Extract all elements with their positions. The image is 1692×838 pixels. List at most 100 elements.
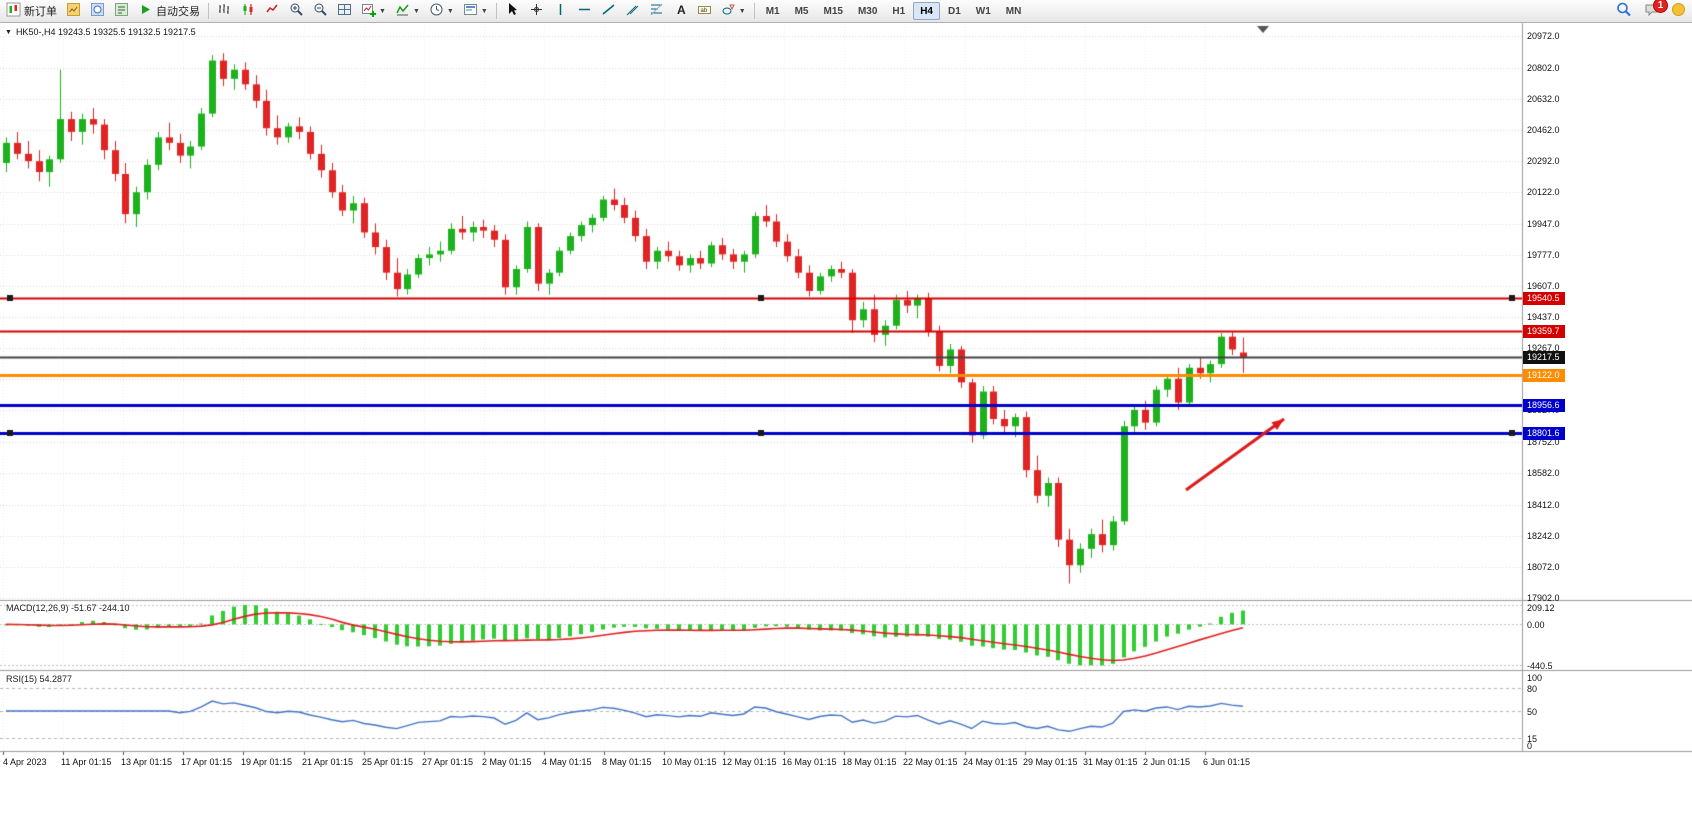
indicators-button[interactable]: ▼ <box>391 1 424 21</box>
shapes-tool-button[interactable]: ▼ <box>717 1 750 21</box>
community-button[interactable] <box>1667 1 1690 21</box>
chevron-down-icon: ▼ <box>738 7 746 15</box>
price-axis-label: 18752.0 <box>1527 437 1560 447</box>
shapes-icon <box>721 2 736 20</box>
time-axis-label: 21 Apr 01:15 <box>302 757 354 767</box>
time-axis-label: 13 Apr 01:15 <box>121 757 173 767</box>
macd-scale-label: 0.00 <box>1527 620 1545 631</box>
timeframe-button-m15[interactable]: M15 <box>823 5 843 17</box>
zoom-out-icon <box>313 2 328 20</box>
bar-chart-icon <box>217 2 232 20</box>
template-button[interactable]: ▼ <box>459 1 492 21</box>
chevron-down-icon: ▼ <box>379 7 386 15</box>
price-tag-19122.0: 19122.0 <box>1523 369 1565 382</box>
one-click-collapse-icon[interactable]: ▼ <box>5 28 12 36</box>
time-axis-label: 24 May 01:15 <box>963 757 1018 767</box>
timeframe-button-h1[interactable]: H1 <box>892 5 906 17</box>
timeframe-button-mn[interactable]: MN <box>1005 5 1022 17</box>
price-tag-19540.5: 19540.5 <box>1523 292 1565 305</box>
line-chart-icon <box>265 2 280 20</box>
chevron-down-icon: ▼ <box>412 7 420 15</box>
channel-icon <box>625 2 640 20</box>
tile-windows-icon <box>337 2 352 20</box>
cursor-tool-button[interactable] <box>501 1 524 21</box>
crosshair-tool-button[interactable] <box>525 1 548 21</box>
price-tag-18801.6: 18801.6 <box>1523 427 1565 440</box>
auto-trading-button[interactable]: 自动交易 <box>134 1 204 21</box>
chevron-down-icon: ▼ <box>480 7 488 15</box>
tile-windows-button[interactable] <box>333 1 356 21</box>
macd-label: MACD(12,26,9) -51.67 -244.10 <box>6 603 130 613</box>
auto-trading-play-icon <box>138 2 153 20</box>
terminal-button[interactable] <box>110 1 133 21</box>
candlestick-chart-icon <box>241 2 256 20</box>
price-axis-label: 20462.0 <box>1527 125 1560 135</box>
search-button[interactable] <box>1612 1 1636 21</box>
clock-icon <box>429 2 444 20</box>
cursor-icon <box>505 2 520 20</box>
bar-chart-button[interactable] <box>213 1 236 21</box>
vertical-line-tool-button[interactable] <box>549 1 572 21</box>
label-icon: ab <box>697 2 712 20</box>
price-tag-19359.7: 19359.7 <box>1523 325 1565 338</box>
price-axis-label: 19267.0 <box>1527 343 1560 353</box>
timeframe-group: M1 M5 M15 M30 H1 H4 D1 W1 MN <box>759 2 1029 20</box>
rsi-scale-label: 15 <box>1527 734 1538 745</box>
toolbar-separator <box>208 3 209 19</box>
timeframe-button-d1[interactable]: D1 <box>948 5 961 17</box>
time-axis-label: 16 May 01:15 <box>782 757 837 767</box>
horizontal-line-tool-button[interactable] <box>573 1 596 21</box>
channel-tool-button[interactable] <box>621 1 644 21</box>
text-tool-button[interactable]: A <box>669 1 692 21</box>
time-axis-label: 2 Jun 01:15 <box>1143 757 1191 767</box>
zoom-out-button[interactable] <box>309 1 332 21</box>
time-axis-label: 6 Jun 01:15 <box>1203 757 1251 767</box>
rsi-scale-label: 0 <box>1527 741 1533 751</box>
timeframe-button-m1[interactable]: M1 <box>765 5 780 17</box>
price-axis-label: 18412.0 <box>1527 500 1560 510</box>
main-toolbar: 新订单 自动交易 <box>0 0 1692 23</box>
svg-text:ab: ab <box>700 8 707 14</box>
toolbar-separator <box>753 3 755 19</box>
price-axis-label: 20292.0 <box>1527 156 1560 166</box>
new-order-label: 新订单 <box>24 6 57 18</box>
timeframe-button-m5[interactable]: M5 <box>794 5 809 17</box>
indicators-icon <box>395 2 410 20</box>
terminal-icon <box>114 2 129 20</box>
fibonacci-tool-button[interactable] <box>645 1 668 21</box>
timeframe-button-m30[interactable]: M30 <box>857 5 878 17</box>
trendline-tool-button[interactable] <box>597 1 620 21</box>
time-axis-label: 17 Apr 01:15 <box>181 757 233 767</box>
market-watch-icon <box>66 2 81 20</box>
timeframe-button-h4[interactable]: H4 <box>913 2 940 20</box>
rsi-scale-label: 100 <box>1527 673 1543 683</box>
new-order-button[interactable]: 新订单 <box>2 1 61 21</box>
zoom-in-button[interactable] <box>285 1 308 21</box>
rsi-label: RSI(15) 54.2877 <box>6 674 73 684</box>
new-chart-icon <box>361 2 376 20</box>
time-axis-label: 12 May 01:15 <box>722 757 777 767</box>
price-axis-label: 20802.0 <box>1527 63 1560 73</box>
price-axis-label: 18242.0 <box>1527 531 1560 541</box>
market-watch-button[interactable] <box>62 1 85 21</box>
time-axis-label: 8 May 01:15 <box>602 757 652 767</box>
candlestick-chart-button[interactable] <box>237 1 260 21</box>
notifications-button[interactable]: 1 <box>1640 0 1668 21</box>
notification-badge: 1 <box>1653 0 1668 13</box>
period-button[interactable]: ▼ <box>425 1 458 21</box>
navigator-button[interactable] <box>86 1 109 21</box>
new-order-icon <box>6 2 21 20</box>
label-tool-button[interactable]: ab <box>693 1 716 21</box>
zoom-in-icon <box>289 2 304 20</box>
line-chart-button[interactable] <box>261 1 284 21</box>
new-chart-button[interactable]: ▼ <box>357 1 390 21</box>
rsi-scale-label: 80 <box>1527 683 1538 694</box>
chart-info-line: ▼ HK50-,H4 19243.5 19325.5 19132.5 19217… <box>5 27 196 37</box>
time-axis-label: 4 May 01:15 <box>542 757 592 767</box>
search-icon <box>1616 2 1632 21</box>
timeframe-button-w1[interactable]: W1 <box>975 5 991 17</box>
price-axis-label: 20122.0 <box>1527 187 1560 197</box>
price-tag-18956.6: 18956.6 <box>1523 399 1565 412</box>
